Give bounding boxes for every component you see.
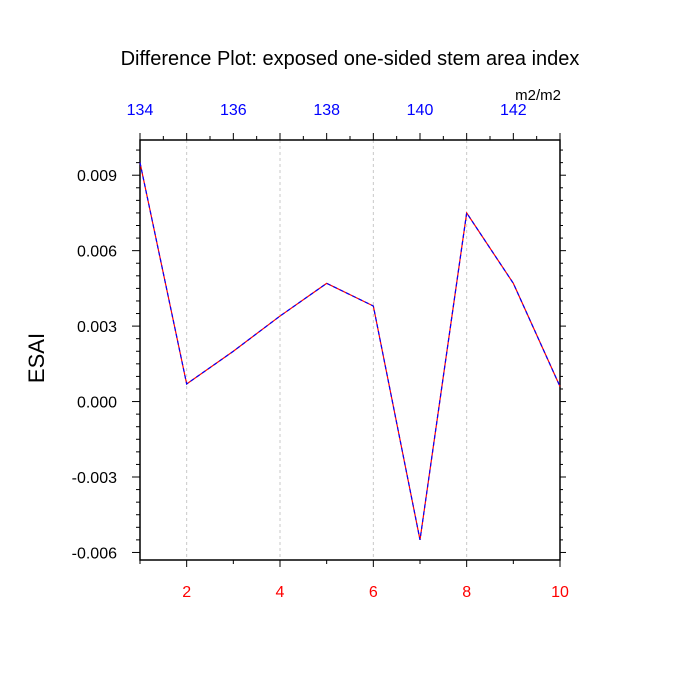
top-tick-label: 134 xyxy=(127,102,154,119)
y-tick-label: 0.009 xyxy=(77,168,117,185)
chart-title: Difference Plot: exposed one-sided stem … xyxy=(121,48,580,70)
x-tick-label: 2 xyxy=(182,584,191,601)
top-tick-label: 138 xyxy=(313,102,340,119)
plot-frame xyxy=(139,139,561,561)
series-line-blue xyxy=(139,162,561,540)
grid-lines xyxy=(186,140,468,560)
y-tick-label: -0.003 xyxy=(72,470,117,487)
tick-labels: 2 4 6 8 10 134 136 138 140 142 0.009 0.006 0.003 0.00… xyxy=(72,102,569,601)
units-label: m2/m2 xyxy=(515,87,561,104)
x-tick-label: 4 xyxy=(276,584,285,601)
top-tick-label: 142 xyxy=(500,102,527,119)
y-tick-label: 0.006 xyxy=(77,244,117,261)
y-tick-label: 0.003 xyxy=(77,319,117,336)
y-tick-label: 0.000 xyxy=(77,395,117,412)
series-line-red xyxy=(139,162,561,540)
y-tick-label: -0.006 xyxy=(72,545,117,562)
top-tick-label: 136 xyxy=(220,102,247,119)
y-axis-label: ESAI xyxy=(24,333,49,383)
x-tick-label: 6 xyxy=(369,584,378,601)
x-tick-label: 10 xyxy=(551,584,569,601)
top-tick-label: 140 xyxy=(407,102,434,119)
data-series xyxy=(139,162,561,540)
x-tick-label: 8 xyxy=(462,584,471,601)
axes xyxy=(132,133,566,567)
